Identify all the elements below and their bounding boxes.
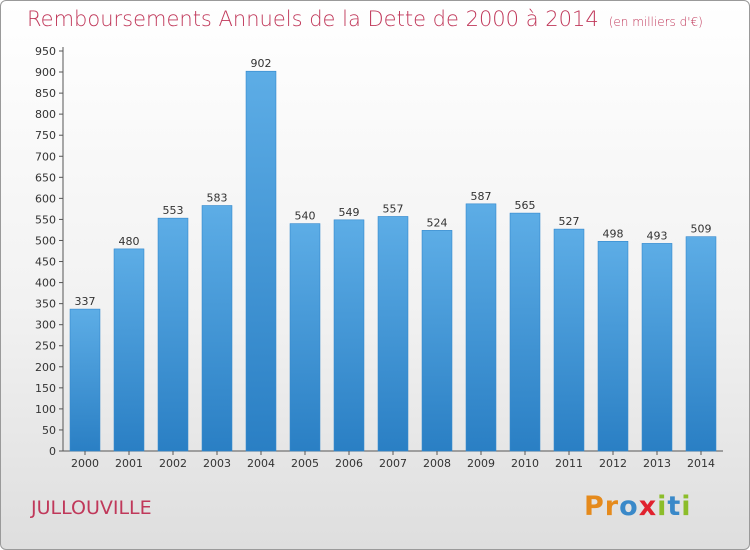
y-tick-label: 750	[35, 129, 56, 142]
y-tick-label: 0	[49, 445, 56, 458]
bar-value-label: 557	[383, 202, 404, 215]
y-tick-label: 250	[35, 340, 56, 353]
bar-value-label: 540	[295, 210, 316, 223]
bar-value-label: 902	[251, 57, 272, 70]
bar	[113, 248, 145, 452]
bar	[333, 219, 365, 452]
commune-name: JULLOUVILLE	[31, 497, 152, 519]
y-tick-label: 600	[35, 192, 56, 205]
y-tick-label: 650	[35, 171, 56, 184]
y-tick-label: 450	[35, 256, 56, 269]
bar-value-label: 527	[559, 215, 580, 228]
y-tick-label: 100	[35, 403, 56, 416]
bar-value-label: 509	[691, 223, 712, 236]
x-tick-label: 2005	[291, 457, 319, 470]
bar	[245, 70, 277, 452]
y-tick-label: 700	[35, 150, 56, 163]
bar	[421, 230, 453, 452]
bar-value-label: 583	[207, 192, 228, 205]
y-tick-label: 550	[35, 213, 56, 226]
y-tick-label: 800	[35, 108, 56, 121]
bar	[289, 223, 321, 452]
x-tick-label: 2000	[71, 457, 99, 470]
bar-value-label: 498	[603, 227, 624, 240]
bar	[685, 236, 717, 452]
logo-letter: i	[681, 491, 692, 522]
bar	[553, 228, 585, 452]
bar-value-label: 587	[471, 190, 492, 203]
x-tick-label: 2002	[159, 457, 187, 470]
y-tick-label: 400	[35, 277, 56, 290]
y-tick-label: 950	[35, 45, 56, 58]
x-tick-label: 2009	[467, 457, 495, 470]
bar	[465, 203, 497, 452]
logo-letter: t	[667, 491, 682, 522]
bar	[641, 243, 673, 452]
bar-value-label: 493	[647, 229, 668, 242]
chart-subtitle: (en milliers d'€)	[608, 15, 703, 29]
bar-value-label: 549	[339, 206, 360, 219]
y-tick-label: 200	[35, 361, 56, 374]
y-tick-label: 850	[35, 87, 56, 100]
y-tick-label: 150	[35, 382, 56, 395]
y-tick-label: 500	[35, 234, 56, 247]
x-tick-label: 2011	[555, 457, 583, 470]
logo-letter: i	[657, 491, 668, 522]
chart-title: Remboursements Annuels de la Dette de 20…	[27, 7, 703, 31]
bar	[201, 205, 233, 452]
logo-letter: x	[638, 491, 658, 522]
x-tick-label: 2010	[511, 457, 539, 470]
y-tick-label: 50	[42, 424, 56, 437]
proxiti-logo: Proxiti	[584, 491, 692, 522]
bar	[157, 217, 189, 452]
chart-title-text: Remboursements Annuels de la Dette de 20…	[27, 7, 599, 31]
bar-value-label: 524	[427, 216, 448, 229]
x-tick-label: 2006	[335, 457, 363, 470]
y-tick-label: 300	[35, 319, 56, 332]
bar-value-label: 337	[75, 295, 96, 308]
x-tick-label: 2003	[203, 457, 231, 470]
x-tick-label: 2001	[115, 457, 143, 470]
logo-letter: P	[584, 491, 605, 522]
bar-value-label: 565	[515, 199, 536, 212]
bar	[597, 241, 629, 452]
bar	[509, 212, 541, 452]
bar	[69, 308, 101, 452]
bar-value-label: 480	[119, 235, 140, 248]
x-tick-label: 2004	[247, 457, 275, 470]
bar-value-label: 553	[163, 204, 184, 217]
x-tick-label: 2012	[599, 457, 627, 470]
x-tick-label: 2014	[687, 457, 715, 470]
x-tick-label: 2008	[423, 457, 451, 470]
bar	[377, 216, 409, 452]
logo-letter: o	[619, 491, 639, 522]
y-tick-label: 350	[35, 298, 56, 311]
x-tick-label: 2013	[643, 457, 671, 470]
logo-letter: r	[604, 491, 620, 522]
y-tick-label: 900	[35, 66, 56, 79]
x-tick-label: 2007	[379, 457, 407, 470]
